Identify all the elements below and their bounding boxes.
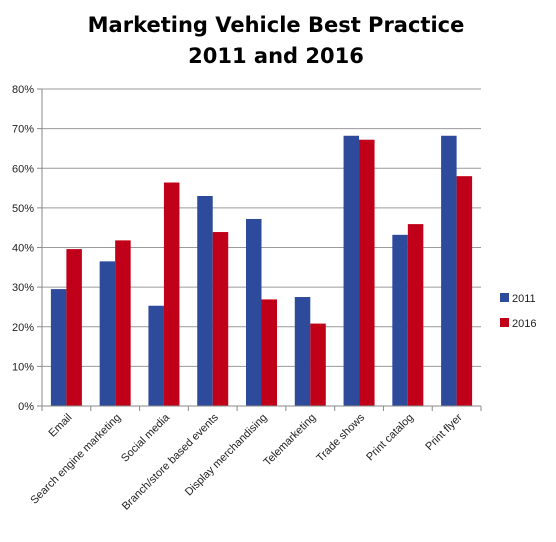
x-category-label: Display merchandising — [183, 412, 270, 499]
bar-2016 — [115, 240, 131, 406]
chart-title-line-2: 2011 and 2016 — [188, 44, 364, 68]
x-category-label: Search engine marketing — [28, 412, 123, 507]
y-tick-label: 30% — [12, 282, 34, 294]
legend-label-2011: 2011 — [512, 293, 536, 305]
legend-label-2016: 2016 — [512, 318, 536, 330]
y-tick-label: 40% — [12, 243, 34, 255]
bar-2011 — [441, 135, 457, 406]
x-category-label: Email — [47, 412, 75, 440]
bar-2011 — [99, 261, 116, 406]
bar-2016 — [310, 323, 326, 406]
bar-2016 — [66, 249, 82, 406]
chart-title-line-1: Marketing Vehicle Best Practice — [88, 13, 465, 37]
bar-2011 — [148, 305, 164, 406]
bar-2011 — [197, 195, 213, 406]
x-category-label: Telemarketing — [261, 412, 318, 469]
x-category-label: Print catalog — [364, 412, 416, 464]
legend: 2011 2016 — [500, 293, 536, 330]
bar-2011 — [392, 234, 408, 406]
x-category-label: Print flyer — [423, 411, 465, 453]
bar-2011 — [343, 135, 360, 406]
y-axis-ticks: 0% 10% 20% 30% 40% 50% 60% 70% 80% — [12, 84, 42, 413]
legend-swatch-2011 — [500, 293, 509, 302]
bar-2016 — [359, 139, 375, 406]
y-tick-label: 0% — [18, 401, 34, 413]
y-tick-label: 60% — [12, 163, 34, 175]
x-category-label: Social media — [119, 411, 173, 465]
y-tick-label: 50% — [12, 203, 34, 215]
bar-2016 — [456, 176, 473, 406]
x-category-label: Branch/store based events — [120, 411, 221, 512]
y-tick-label: 80% — [12, 84, 34, 96]
bar-2016 — [407, 224, 424, 406]
bars — [50, 135, 473, 406]
legend-swatch-2016 — [500, 318, 509, 327]
y-tick-label: 70% — [12, 124, 34, 136]
axes — [41, 89, 481, 407]
bar-2016 — [163, 182, 180, 406]
bar-2011 — [50, 289, 67, 406]
x-category-label: Trade shows — [314, 411, 367, 464]
bar-2016 — [261, 299, 277, 406]
y-tick-label: 10% — [12, 361, 34, 373]
bar-2016 — [212, 232, 229, 406]
bar-2011 — [246, 218, 262, 406]
bar-2011 — [294, 297, 311, 406]
y-tick-label: 20% — [12, 322, 34, 334]
